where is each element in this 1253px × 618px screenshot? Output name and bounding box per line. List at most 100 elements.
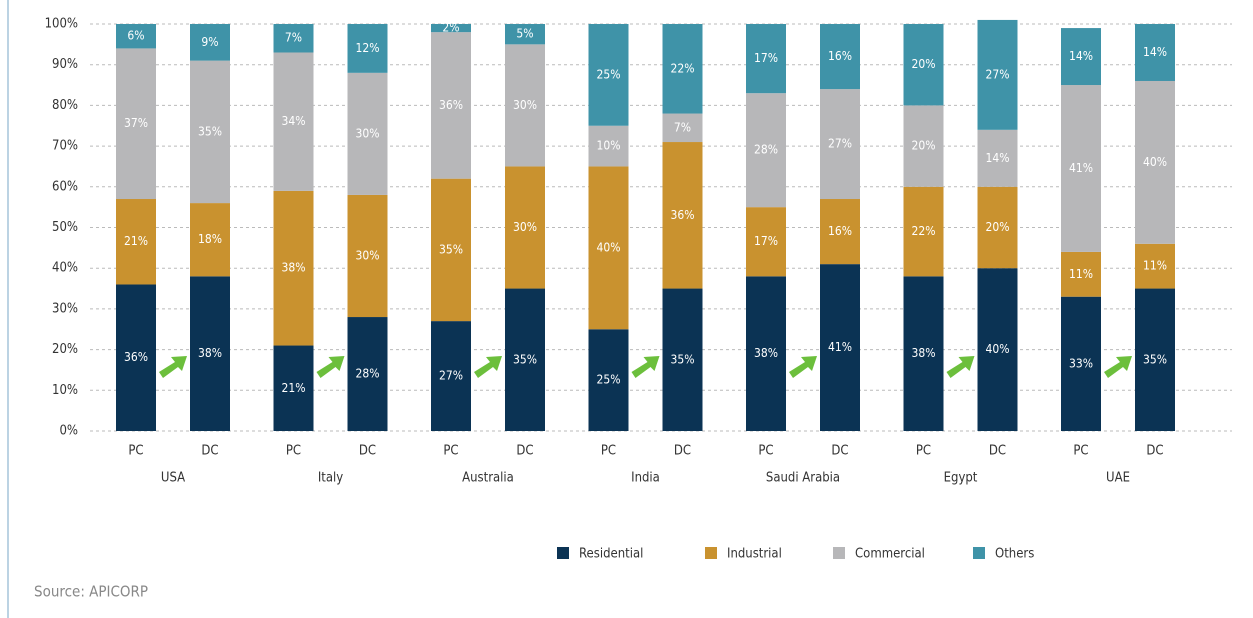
data-label: 21% [282, 381, 306, 395]
arrow [946, 356, 975, 378]
bar-segment [903, 186, 944, 277]
x-tick-label: DC [516, 444, 533, 459]
group-label: USA [161, 471, 185, 486]
data-label: 28% [356, 367, 380, 381]
x-tick-label: DC [989, 444, 1006, 459]
data-label: 14% [986, 151, 1010, 165]
bar-segment [977, 186, 1018, 269]
bar-segment [903, 24, 944, 106]
bar-segment [588, 24, 629, 126]
bar-segment [273, 345, 314, 431]
data-label: 14% [1069, 49, 1093, 63]
x-tick-label: PC [1073, 444, 1088, 459]
y-tick-label: 100% [45, 17, 78, 32]
data-label: 17% [754, 234, 778, 248]
x-tick-label: DC [359, 444, 376, 459]
y-tick-label: 70% [52, 139, 78, 154]
data-label: 27% [986, 67, 1010, 81]
bar-segment [588, 125, 629, 167]
bar-segment [347, 24, 388, 73]
x-tick-label: DC [831, 444, 848, 459]
x-tick-label: DC [201, 444, 218, 459]
data-label: 21% [124, 234, 148, 248]
y-tick-label: 10% [52, 383, 78, 398]
group-label: India [631, 471, 660, 486]
bar-segment [1135, 24, 1175, 81]
arrow [474, 356, 502, 378]
data-label: 9% [201, 35, 218, 49]
data-label: 36% [124, 350, 148, 364]
legend-label: Residential [579, 547, 643, 562]
data-label: 28% [754, 143, 778, 157]
bar-segment [977, 268, 1018, 431]
bar-segment [347, 194, 388, 318]
bar-segment [820, 24, 860, 90]
legend-swatch [973, 547, 985, 559]
bar-segment [662, 113, 703, 143]
legend-swatch [833, 547, 845, 559]
bar-segment [116, 24, 156, 49]
bar-segment [1061, 296, 1101, 431]
data-label: 38% [754, 346, 778, 360]
data-label: 20% [912, 139, 936, 153]
bar-segment [190, 203, 230, 277]
bar-segment [347, 72, 388, 195]
arrow [789, 356, 817, 378]
bar-segment [431, 24, 471, 33]
data-label: 35% [513, 352, 537, 366]
data-label: 16% [828, 224, 852, 238]
arrow [631, 356, 660, 378]
legend-label: Industrial [727, 547, 782, 562]
x-tick-label: PC [286, 444, 301, 459]
y-tick-label: 30% [52, 301, 78, 316]
legend-label: Commercial [855, 547, 925, 562]
bar-segment [273, 52, 314, 191]
y-tick-label: 20% [52, 342, 78, 357]
bar-segment [1061, 251, 1101, 297]
data-label: 20% [912, 57, 936, 71]
arrow [1104, 356, 1132, 378]
legend-swatch [557, 547, 569, 559]
bar-segment [903, 105, 944, 187]
data-label: 30% [356, 126, 380, 140]
data-label: 18% [198, 232, 222, 246]
bar-segment [347, 317, 388, 431]
bar-segment [431, 178, 471, 322]
bar-segment [505, 44, 545, 167]
x-tick-label: PC [601, 444, 616, 459]
data-label: 40% [597, 240, 621, 254]
data-label: 33% [1069, 356, 1093, 370]
data-label: 14% [1143, 45, 1167, 59]
bar-segment [820, 199, 860, 265]
y-tick-label: 90% [52, 57, 78, 72]
bar-segment [190, 60, 230, 204]
bar-segment [190, 24, 230, 61]
data-label: 6% [127, 29, 144, 43]
group-label: UAE [1106, 471, 1130, 486]
data-label: 5% [516, 27, 533, 41]
group-label: Australia [462, 471, 514, 486]
bar-segment [746, 207, 786, 277]
data-label: 27% [828, 137, 852, 151]
data-label: 22% [912, 224, 936, 238]
data-label: 36% [671, 208, 695, 222]
data-label: 35% [198, 124, 222, 138]
bar-segment [662, 24, 703, 114]
data-label: 30% [356, 248, 380, 262]
x-tick-label: PC [916, 444, 931, 459]
data-label: 35% [439, 242, 463, 256]
data-label: 2% [442, 21, 459, 35]
x-tick-label: PC [758, 444, 773, 459]
group-label: Saudi Arabia [766, 471, 840, 486]
y-tick-label: 0% [59, 424, 78, 439]
bar-segment [746, 276, 786, 431]
bar-segment [588, 329, 629, 431]
data-label: 7% [674, 120, 691, 134]
y-tick-label: 40% [52, 261, 78, 276]
data-label: 22% [671, 61, 695, 75]
data-label: 16% [828, 49, 852, 63]
data-label: 38% [198, 346, 222, 360]
bar-segment [116, 199, 156, 285]
data-label: 30% [513, 220, 537, 234]
